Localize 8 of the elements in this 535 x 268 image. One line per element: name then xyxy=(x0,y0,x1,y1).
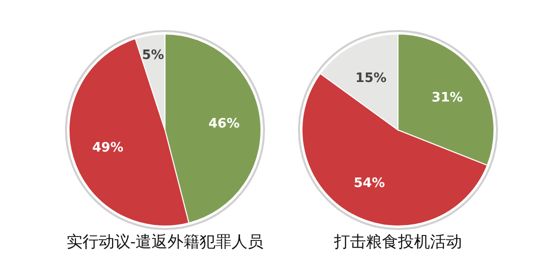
data-label: 49% xyxy=(92,140,124,156)
data-label: 31% xyxy=(432,90,463,106)
text: 打击粮食投机活动 xyxy=(333,232,462,251)
data-label: 15% xyxy=(355,70,387,86)
data-label: 46% xyxy=(208,116,240,132)
text: 实行动议-遣返外籍犯罪人员 xyxy=(66,232,264,251)
data-label: 54% xyxy=(354,176,385,192)
data-label: 5% xyxy=(142,48,164,64)
